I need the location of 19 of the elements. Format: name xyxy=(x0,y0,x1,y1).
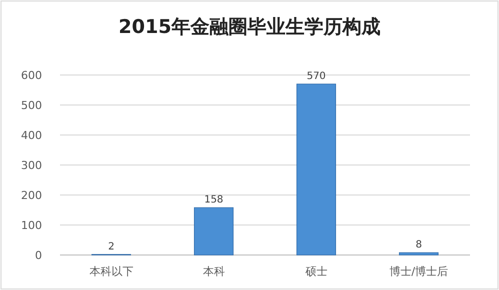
y-tick-label: 100 xyxy=(21,219,42,232)
y-tick-label: 200 xyxy=(21,189,42,202)
bar xyxy=(296,84,336,256)
y-tick-label: 400 xyxy=(21,129,42,142)
y-tick-label: 600 xyxy=(21,69,42,82)
y-tick-label: 500 xyxy=(21,99,42,112)
data-label: 570 xyxy=(306,71,326,82)
x-tick-label: 硕士 xyxy=(304,265,328,278)
y-tick-label: 300 xyxy=(21,159,42,172)
data-label: 158 xyxy=(204,194,224,206)
data-label: 8 xyxy=(416,240,422,251)
x-tick-label: 博士/博士后 xyxy=(389,265,448,278)
chart-title: 2015年金融圈毕业生学历构成 xyxy=(118,16,380,38)
x-tick-label: 本科 xyxy=(202,265,225,278)
x-tick-label: 本科以下 xyxy=(89,265,134,278)
bar xyxy=(194,207,234,256)
y-tick-label: 0 xyxy=(35,249,42,262)
data-label: 2 xyxy=(108,241,114,252)
bar xyxy=(398,252,439,256)
